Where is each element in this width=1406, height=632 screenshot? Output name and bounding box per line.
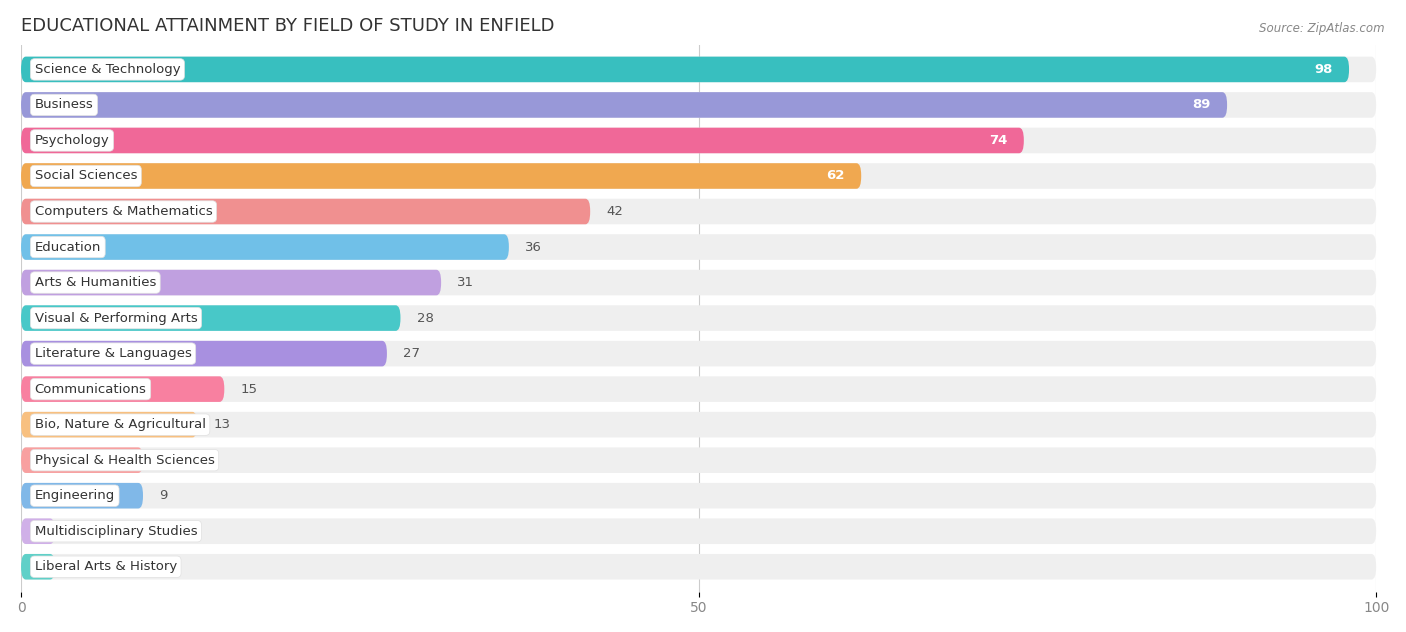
Text: 27: 27 xyxy=(404,347,420,360)
Text: 0: 0 xyxy=(72,560,80,573)
Text: Arts & Humanities: Arts & Humanities xyxy=(35,276,156,289)
FancyBboxPatch shape xyxy=(21,376,225,402)
FancyBboxPatch shape xyxy=(21,92,1376,118)
Text: Computers & Mathematics: Computers & Mathematics xyxy=(35,205,212,218)
FancyBboxPatch shape xyxy=(21,554,55,580)
FancyBboxPatch shape xyxy=(21,57,1376,82)
FancyBboxPatch shape xyxy=(21,57,1348,82)
Text: 31: 31 xyxy=(457,276,474,289)
FancyBboxPatch shape xyxy=(21,447,143,473)
FancyBboxPatch shape xyxy=(21,376,1376,402)
Text: Communications: Communications xyxy=(35,382,146,396)
FancyBboxPatch shape xyxy=(21,198,591,224)
Text: Social Sciences: Social Sciences xyxy=(35,169,138,183)
Text: Visual & Performing Arts: Visual & Performing Arts xyxy=(35,312,197,325)
FancyBboxPatch shape xyxy=(21,412,197,437)
FancyBboxPatch shape xyxy=(21,412,1376,437)
FancyBboxPatch shape xyxy=(21,483,143,509)
Text: 36: 36 xyxy=(524,241,543,253)
Text: Physical & Health Sciences: Physical & Health Sciences xyxy=(35,454,215,466)
Text: 0: 0 xyxy=(72,525,80,538)
FancyBboxPatch shape xyxy=(21,518,1376,544)
FancyBboxPatch shape xyxy=(21,341,387,367)
Text: Psychology: Psychology xyxy=(35,134,110,147)
FancyBboxPatch shape xyxy=(21,305,1376,331)
FancyBboxPatch shape xyxy=(21,270,1376,295)
FancyBboxPatch shape xyxy=(21,483,1376,509)
Text: 13: 13 xyxy=(214,418,231,431)
Text: 9: 9 xyxy=(159,454,167,466)
Text: 9: 9 xyxy=(159,489,167,502)
Text: Science & Technology: Science & Technology xyxy=(35,63,180,76)
FancyBboxPatch shape xyxy=(21,128,1024,153)
Text: Education: Education xyxy=(35,241,101,253)
Text: EDUCATIONAL ATTAINMENT BY FIELD OF STUDY IN ENFIELD: EDUCATIONAL ATTAINMENT BY FIELD OF STUDY… xyxy=(21,16,554,35)
Text: 74: 74 xyxy=(990,134,1008,147)
FancyBboxPatch shape xyxy=(21,128,1376,153)
FancyBboxPatch shape xyxy=(21,234,1376,260)
FancyBboxPatch shape xyxy=(21,198,1376,224)
Text: Business: Business xyxy=(35,99,93,111)
Text: 15: 15 xyxy=(240,382,257,396)
Text: Engineering: Engineering xyxy=(35,489,115,502)
Text: 98: 98 xyxy=(1315,63,1333,76)
Text: 42: 42 xyxy=(606,205,623,218)
Text: Bio, Nature & Agricultural: Bio, Nature & Agricultural xyxy=(35,418,205,431)
FancyBboxPatch shape xyxy=(21,163,862,189)
FancyBboxPatch shape xyxy=(21,92,1227,118)
FancyBboxPatch shape xyxy=(21,518,55,544)
FancyBboxPatch shape xyxy=(21,163,1376,189)
Text: Multidisciplinary Studies: Multidisciplinary Studies xyxy=(35,525,197,538)
Text: Liberal Arts & History: Liberal Arts & History xyxy=(35,560,177,573)
FancyBboxPatch shape xyxy=(21,447,1376,473)
Text: Source: ZipAtlas.com: Source: ZipAtlas.com xyxy=(1260,22,1385,35)
FancyBboxPatch shape xyxy=(21,270,441,295)
Text: 89: 89 xyxy=(1192,99,1211,111)
FancyBboxPatch shape xyxy=(21,341,1376,367)
FancyBboxPatch shape xyxy=(21,234,509,260)
Text: 62: 62 xyxy=(827,169,845,183)
Text: 28: 28 xyxy=(416,312,433,325)
FancyBboxPatch shape xyxy=(21,554,1376,580)
FancyBboxPatch shape xyxy=(21,305,401,331)
Text: Literature & Languages: Literature & Languages xyxy=(35,347,191,360)
